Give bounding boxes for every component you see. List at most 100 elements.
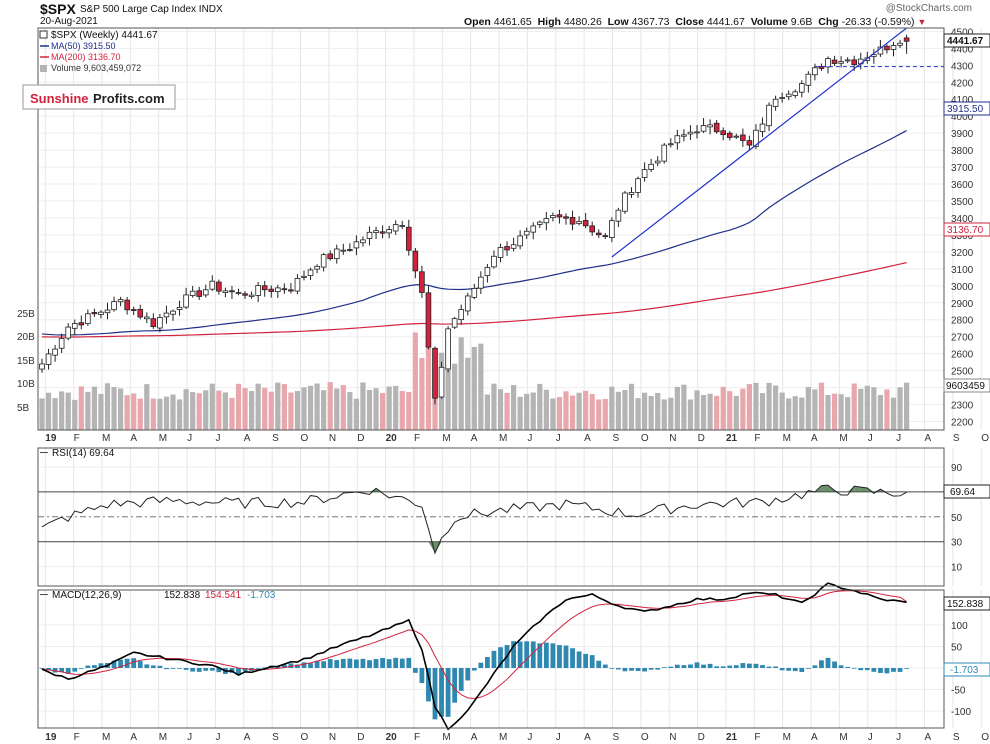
candle-body: [766, 104, 772, 127]
macd-histogram-bar: [118, 659, 123, 668]
volume-bar: [740, 388, 746, 430]
candle-body: [327, 253, 333, 260]
macd-histogram-bar: [792, 668, 798, 672]
candle-body: [674, 135, 681, 144]
macd-signal-line: [41, 590, 907, 699]
candle-body: [104, 309, 111, 314]
candle-body: [288, 289, 294, 292]
price-tick-label: 2300: [951, 401, 974, 412]
volume-bar: [543, 389, 549, 430]
volume-bar: [635, 398, 641, 430]
candle-body: [281, 288, 288, 291]
volume-bar: [615, 391, 621, 430]
volume-bar: [45, 392, 52, 430]
price-tick-label: 3200: [951, 248, 974, 259]
candle-body: [740, 134, 746, 141]
change-value: -26.33 (-0.59%): [841, 16, 915, 28]
x-tick-label: A: [811, 433, 818, 444]
macd-histogram-bar: [144, 664, 150, 668]
price-legend-swatch: [39, 30, 48, 39]
candle-body: [425, 292, 432, 348]
candle-body: [235, 292, 242, 294]
macd-histogram-bar: [471, 668, 477, 671]
x-tick-label: F: [414, 433, 420, 444]
volume-bar: [366, 390, 373, 430]
x-tick-label: S: [953, 732, 960, 743]
volume-bar: [753, 382, 759, 430]
volume-bar: [799, 397, 805, 430]
macd-histogram-bar: [884, 668, 890, 674]
macd-histogram-bar: [864, 668, 870, 671]
x-tick-label: M: [839, 732, 847, 743]
rsi-tick-label: 50: [951, 513, 963, 524]
candle-body: [45, 353, 52, 365]
macd-histogram-bar: [760, 665, 765, 668]
macd-histogram-bar: [819, 660, 824, 668]
volume-bar: [838, 394, 844, 430]
open-label: Open: [464, 16, 491, 28]
macd-histogram-bar: [629, 668, 634, 671]
volume-bar: [766, 382, 772, 430]
x-tick-label: J: [215, 732, 220, 743]
candle-body: [523, 230, 530, 236]
price-tick-label: 3400: [951, 214, 974, 225]
candle-body: [471, 288, 478, 298]
candle-body: [563, 216, 569, 219]
candle-body: [170, 310, 176, 315]
macd-histogram-bar: [753, 663, 759, 668]
macd-histogram-bar: [799, 668, 805, 673]
volume-bar: [163, 396, 170, 430]
rsi-overbought-fill: [801, 490, 809, 492]
macd-histogram-bar: [583, 653, 589, 668]
volume-bar: [314, 383, 320, 430]
candle-body: [189, 290, 196, 296]
volume-bar: [845, 397, 851, 430]
volume-bar: [484, 394, 490, 430]
watermark: @StockCharts.com: [885, 3, 972, 14]
volume-bar: [262, 387, 268, 430]
rsi-tick-label: 90: [951, 463, 963, 474]
candle-body: [294, 277, 301, 292]
x-tick-label: S: [953, 433, 960, 444]
ma50-last-value: 3915.50: [947, 104, 984, 115]
candle-body: [347, 249, 353, 251]
macd-histogram-bar: [668, 666, 674, 668]
macd-histogram-bar: [426, 668, 431, 702]
close-label: Close: [675, 16, 704, 28]
x-tick-label: M: [783, 732, 791, 743]
macd-histogram-bar: [891, 668, 896, 672]
macd-tick-label: -50: [951, 686, 966, 697]
macd-histogram-bar: [661, 667, 667, 668]
candle-body: [176, 306, 183, 310]
candle-body: [772, 98, 779, 107]
volume-bar: [871, 387, 877, 430]
volume-bar: [203, 390, 209, 430]
volume-bar: [831, 393, 838, 430]
x-tick-label: J: [527, 732, 532, 743]
macd-histogram-bar: [65, 668, 71, 674]
price-tick-label: 3600: [951, 180, 974, 191]
macd-histogram-bar: [727, 665, 733, 668]
macd-histogram-bar: [602, 664, 608, 668]
volume-bar: [792, 396, 798, 430]
price-tick-label: 2700: [951, 333, 974, 344]
volume-bar: [340, 385, 346, 430]
macd-histogram-bar: [805, 668, 811, 669]
volume-bar: [380, 392, 386, 430]
macd-histogram-bar: [301, 662, 307, 668]
x-tick-label: A: [244, 732, 251, 743]
volume-bar: [386, 386, 392, 430]
candle-body: [746, 140, 753, 146]
macd-histogram-bar: [288, 663, 294, 668]
volume-bar: [235, 383, 242, 430]
macd-histogram-bar: [720, 666, 726, 668]
macd-histogram-bar: [622, 668, 628, 672]
low-label: Low: [607, 16, 629, 28]
macd-histogram-bar: [412, 668, 418, 673]
volume-tick-label: 5B: [17, 403, 30, 414]
volume-bar: [360, 382, 366, 430]
candle-body: [654, 160, 661, 164]
macd-histogram-bar: [432, 668, 438, 720]
macd-histogram-bar: [694, 662, 700, 668]
volume-bar: [111, 387, 117, 430]
